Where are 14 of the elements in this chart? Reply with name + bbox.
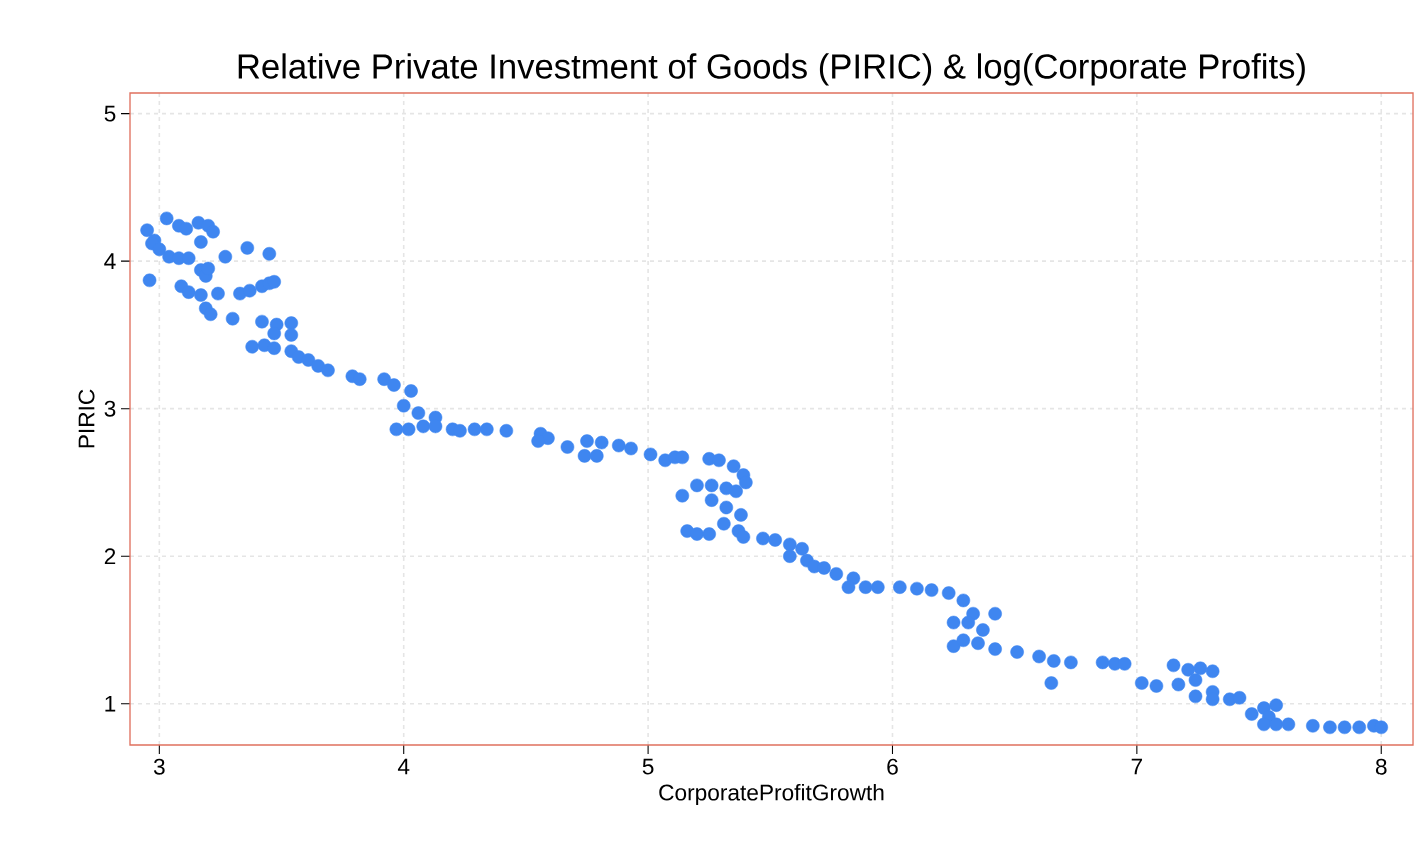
y-axis-title: PIRIC: [78, 389, 95, 448]
x-tick-label: 6: [887, 758, 898, 775]
x-tick-label: 4: [397, 758, 410, 775]
x-tick-label: 5: [642, 758, 654, 775]
y-tick-label: 2: [104, 548, 116, 565]
x-tick-label: 8: [1375, 758, 1387, 775]
x-tick-label: 7: [1131, 758, 1143, 775]
y-tick-label: 4: [104, 253, 116, 269]
x-tick-label: 3: [153, 758, 165, 775]
chart-title: Relative Private Investment of Goods (PIRIC) & log(Corporate Profits): [238, 53, 1305, 86]
y-tick-label: 3: [104, 400, 116, 417]
y-tick-label: 1: [105, 695, 116, 712]
x-axis-title: CorporateProfitGrowth: [659, 783, 884, 806]
y-tick-label: 5: [104, 105, 116, 122]
